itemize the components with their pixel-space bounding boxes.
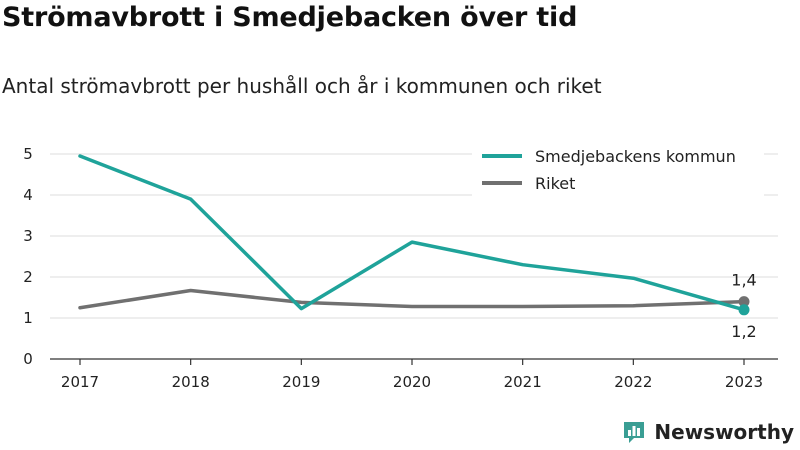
series-end-point <box>738 304 750 316</box>
x-tick-label: 2023 <box>725 373 763 391</box>
x-tick-label: 2019 <box>282 373 320 391</box>
y-tick-label: 2 <box>23 268 33 286</box>
chart-data-labels: 1,4 1,2 <box>731 271 756 341</box>
y-tick-label: 1 <box>23 309 33 327</box>
x-tick-label: 2020 <box>393 373 431 391</box>
legend-label: Riket <box>535 174 575 193</box>
newsworthy-logo-icon <box>624 422 645 443</box>
y-tick-label: 3 <box>23 227 33 245</box>
series-line <box>78 288 746 310</box>
series-line <box>78 154 746 312</box>
x-tick-label: 2018 <box>172 373 210 391</box>
data-label: 1,4 <box>731 271 756 290</box>
data-label: 1,2 <box>731 322 756 341</box>
legend-background <box>472 142 764 200</box>
legend-label: Smedjebackens kommun <box>535 147 736 166</box>
page-title: Strömavbrott i Smedjebacken över tid <box>2 2 578 33</box>
x-tick-label: 2021 <box>504 373 542 391</box>
chart-legend: Smedjebackens kommun Riket <box>472 142 764 200</box>
brand-logo: Newsworthy <box>622 420 794 444</box>
series-end-point <box>738 296 750 308</box>
y-tick-label: 0 <box>23 350 33 368</box>
page-subtitle: Antal strömavbrott per hushåll och år i … <box>2 74 602 98</box>
y-tick-label: 5 <box>23 145 33 163</box>
x-tick-label: 2022 <box>614 373 652 391</box>
y-tick-label: 4 <box>23 186 33 204</box>
brand-name: Newsworthy <box>654 420 794 444</box>
x-tick-label: 2017 <box>61 373 99 391</box>
x-axis: 2017 2018 2019 2020 2021 2022 2023 <box>61 359 763 391</box>
y-axis: 0 1 2 3 4 5 <box>23 145 33 368</box>
chart-series <box>78 154 750 316</box>
